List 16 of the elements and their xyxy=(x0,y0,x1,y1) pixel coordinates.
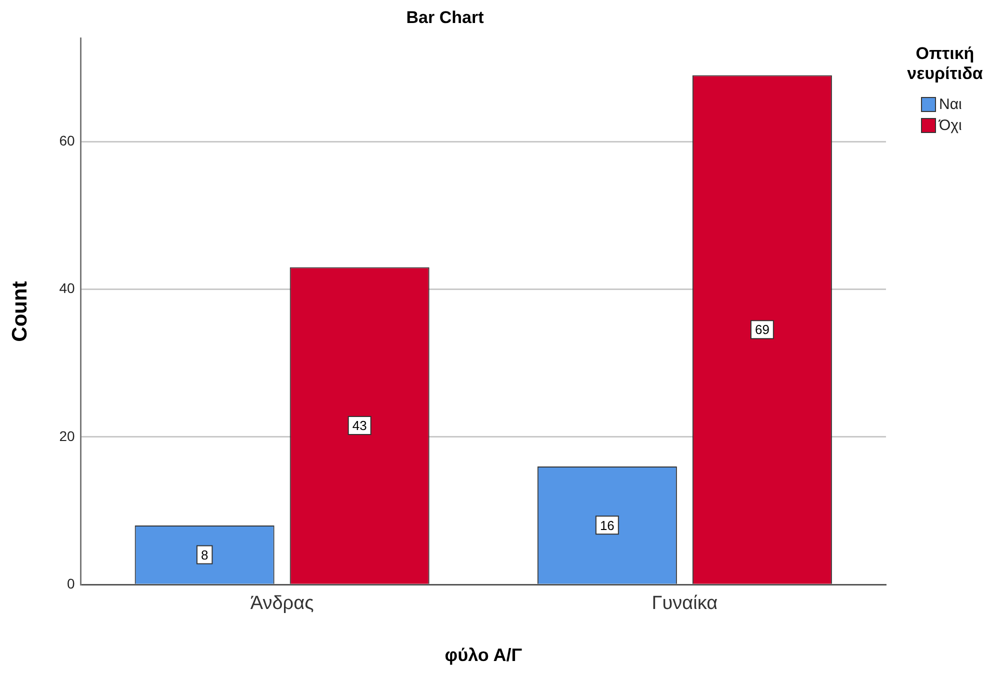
y-tick-label: 20 xyxy=(59,428,75,444)
data-label: 69 xyxy=(754,322,770,338)
data-label: 8 xyxy=(200,547,208,562)
legend-label: Όχι xyxy=(939,117,962,134)
y-axis-title: Count xyxy=(8,281,32,342)
x-axis-title: φύλο Α/Γ xyxy=(444,645,522,666)
legend-title: Οπτική νευρίτιδα xyxy=(906,44,984,84)
x-tick-label: Άνδρας xyxy=(250,593,314,614)
data-label: 43 xyxy=(352,418,367,434)
data-label: 16 xyxy=(600,518,614,533)
chart-title: Bar Chart xyxy=(406,8,484,27)
x-tick-label: Γυναίκα xyxy=(652,593,718,614)
legend-label: Ναι xyxy=(939,96,962,113)
y-tick-label: 0 xyxy=(66,575,75,592)
y-tick-label: 40 xyxy=(59,280,75,296)
y-tick-label: 60 xyxy=(59,132,75,149)
